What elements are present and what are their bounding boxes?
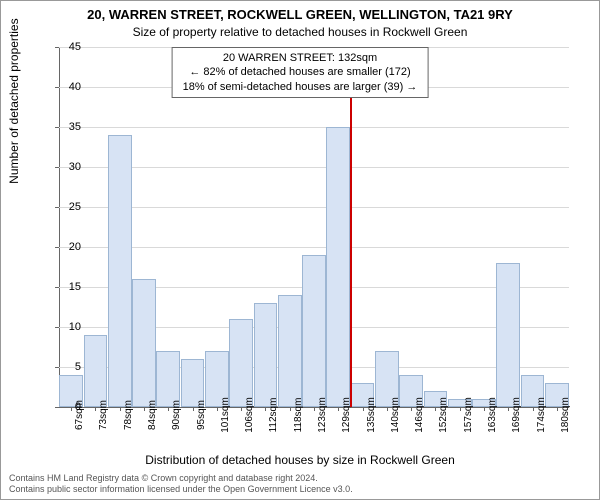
histogram-bar: [302, 255, 326, 407]
marker-line: [350, 47, 352, 407]
attribution-line-1: Contains HM Land Registry data © Crown c…: [9, 473, 353, 484]
gridline: [59, 247, 569, 248]
chart-subtitle: Size of property relative to detached ho…: [1, 25, 599, 39]
x-tick-mark: [71, 407, 72, 411]
x-tick-label: 118sqm: [293, 398, 304, 433]
y-tick-mark: [55, 327, 59, 328]
x-tick-label: 146sqm: [414, 397, 425, 433]
x-tick-label: 112sqm: [268, 398, 279, 433]
x-tick-mark: [387, 407, 388, 411]
y-tick-label: 40: [69, 81, 81, 93]
x-tick-mark: [484, 407, 485, 411]
y-tick-label: 30: [69, 161, 81, 173]
info-box: 20 WARREN STREET: 132sqm ← 82% of detach…: [172, 47, 429, 98]
histogram-bar: [254, 303, 278, 407]
histogram-bar: [229, 319, 253, 407]
info-line-1: 20 WARREN STREET: 132sqm: [183, 51, 418, 65]
histogram-bar: [108, 135, 132, 407]
x-tick-mark: [193, 407, 194, 411]
y-tick-label: 15: [69, 281, 81, 293]
x-tick-label: 174sqm: [536, 397, 547, 433]
gridline: [59, 207, 569, 208]
x-tick-label: 73sqm: [98, 400, 109, 430]
y-tick-mark: [55, 167, 59, 168]
x-tick-mark: [363, 407, 364, 411]
x-tick-label: 169sqm: [511, 397, 522, 433]
x-tick-mark: [557, 407, 558, 411]
y-axis-line: [59, 47, 60, 407]
plot-region: [59, 47, 569, 407]
x-axis-label: Distribution of detached houses by size …: [1, 453, 599, 467]
histogram-bar: [132, 279, 156, 407]
y-axis-label: Number of detached properties: [7, 18, 21, 183]
chart-title: 20, WARREN STREET, ROCKWELL GREEN, WELLI…: [1, 7, 599, 22]
x-tick-label: 90sqm: [171, 400, 182, 430]
x-tick-mark: [217, 407, 218, 411]
x-tick-label: 84sqm: [147, 400, 158, 430]
histogram-bar: [156, 351, 180, 407]
histogram-bar: [326, 127, 350, 407]
y-tick-mark: [55, 87, 59, 88]
x-tick-mark: [533, 407, 534, 411]
x-tick-label: 140sqm: [390, 397, 401, 433]
attribution: Contains HM Land Registry data © Crown c…: [9, 473, 353, 495]
x-tick-mark: [144, 407, 145, 411]
y-tick-label: 45: [69, 41, 81, 53]
x-tick-label: 152sqm: [438, 397, 449, 433]
info-line-3: 18% of semi-detached houses are larger (…: [183, 80, 418, 94]
x-tick-mark: [314, 407, 315, 411]
chart-container: 20, WARREN STREET, ROCKWELL GREEN, WELLI…: [0, 0, 600, 500]
x-tick-mark: [265, 407, 266, 411]
chart-area: [59, 47, 569, 407]
histogram-bar: [496, 263, 520, 407]
x-tick-label: 163sqm: [487, 397, 498, 433]
x-tick-label: 78sqm: [123, 400, 134, 430]
y-tick-mark: [55, 287, 59, 288]
x-tick-mark: [435, 407, 436, 411]
histogram-bar: [278, 295, 302, 407]
x-tick-mark: [460, 407, 461, 411]
y-tick-mark: [55, 407, 59, 408]
x-tick-mark: [508, 407, 509, 411]
gridline: [59, 127, 569, 128]
x-tick-label: 180sqm: [560, 397, 571, 433]
y-tick-mark: [55, 47, 59, 48]
info-line-2: ← 82% of detached houses are smaller (17…: [183, 65, 418, 79]
y-tick-mark: [55, 127, 59, 128]
y-tick-label: 20: [69, 241, 81, 253]
gridline: [59, 167, 569, 168]
x-tick-mark: [411, 407, 412, 411]
x-tick-label: 135sqm: [366, 397, 377, 433]
x-tick-mark: [95, 407, 96, 411]
y-tick-label: 10: [69, 321, 81, 333]
x-tick-label: 123sqm: [317, 397, 328, 433]
x-tick-mark: [168, 407, 169, 411]
x-tick-mark: [241, 407, 242, 411]
x-tick-mark: [338, 407, 339, 411]
y-tick-label: 5: [75, 361, 81, 373]
x-tick-label: 101sqm: [220, 397, 231, 433]
y-tick-label: 25: [69, 201, 81, 213]
x-tick-label: 95sqm: [196, 400, 207, 430]
y-tick-mark: [55, 367, 59, 368]
histogram-bar: [84, 335, 108, 407]
y-tick-mark: [55, 247, 59, 248]
x-tick-label: 106sqm: [244, 397, 255, 433]
y-tick-mark: [55, 207, 59, 208]
x-tick-label: 157sqm: [463, 397, 474, 433]
y-tick-label: 35: [69, 121, 81, 133]
attribution-line-2: Contains public sector information licen…: [9, 484, 353, 495]
x-tick-mark: [120, 407, 121, 411]
x-tick-mark: [290, 407, 291, 411]
x-tick-label: 67sqm: [74, 400, 85, 430]
